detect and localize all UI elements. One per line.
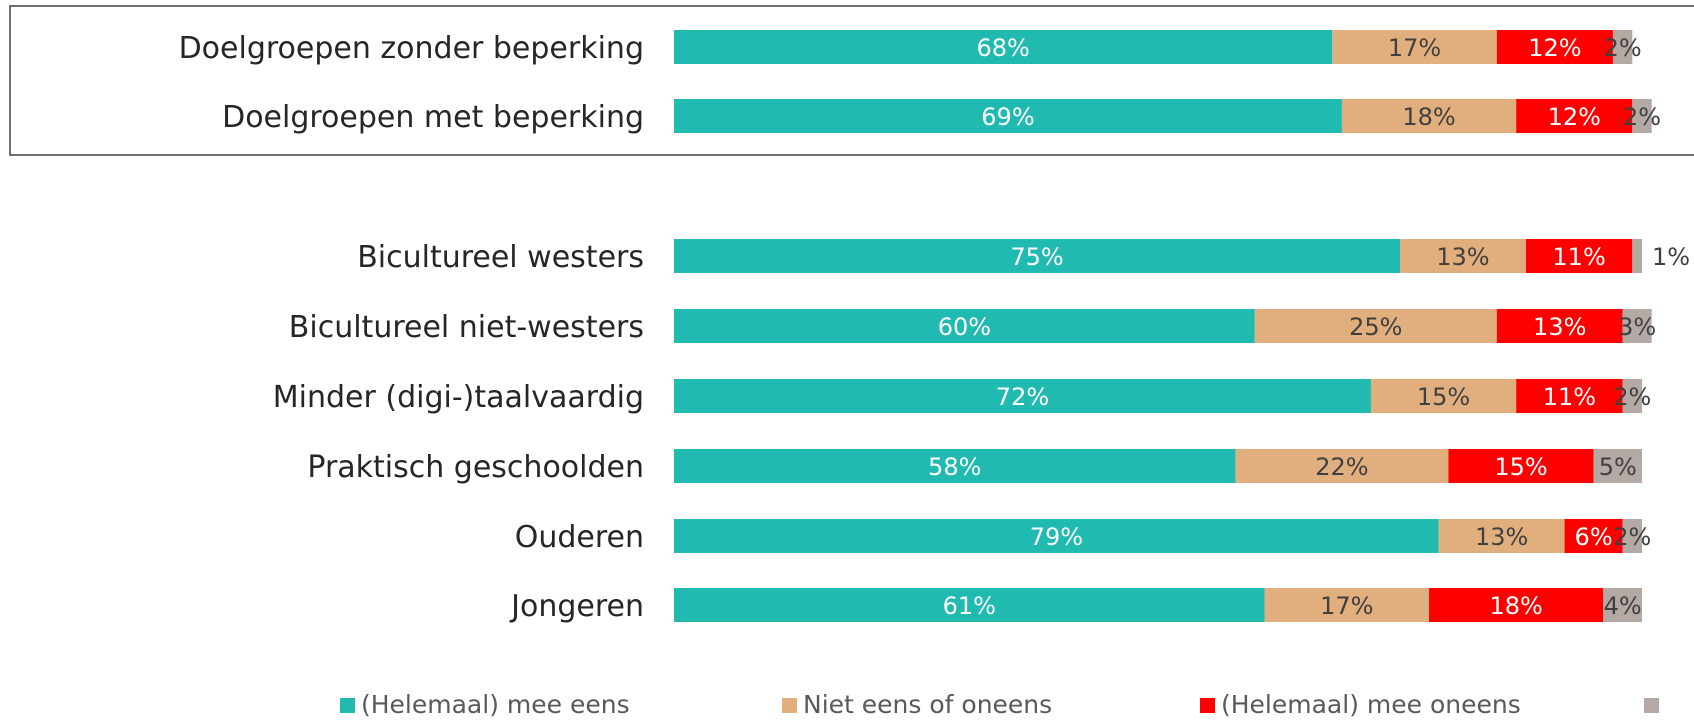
data-label: 2% xyxy=(1613,523,1651,551)
top-group-frame xyxy=(9,5,1694,156)
bar-segment xyxy=(1632,239,1642,273)
data-label: 6% xyxy=(1575,523,1613,551)
bar-segment xyxy=(1400,239,1526,273)
bar-segment xyxy=(1516,99,1633,133)
data-label: 22% xyxy=(1315,453,1368,481)
data-label: 1% xyxy=(1652,243,1690,271)
data-label: 69% xyxy=(981,103,1034,131)
legend-label: Niet eens of oneens xyxy=(803,690,1052,719)
bar-segment xyxy=(1632,99,1652,133)
data-label: 12% xyxy=(1548,103,1601,131)
legend-swatch xyxy=(782,698,797,713)
bar-segment xyxy=(1332,30,1497,64)
bar-segment xyxy=(674,588,1265,622)
data-label: 60% xyxy=(938,313,991,341)
bar-segment xyxy=(1603,588,1642,622)
data-label: 15% xyxy=(1417,383,1470,411)
category-label: Minder (digi-)taalvaardig xyxy=(273,380,644,415)
bar-segment xyxy=(1496,309,1623,343)
category-label: Jongeren xyxy=(509,589,644,624)
data-label: 3% xyxy=(1618,313,1656,341)
data-label: 18% xyxy=(1489,592,1542,620)
data-label: 13% xyxy=(1436,243,1489,271)
data-label: 2% xyxy=(1604,34,1642,62)
category-label: Ouderen xyxy=(515,520,644,555)
data-label: 13% xyxy=(1533,313,1586,341)
data-label: 79% xyxy=(1030,523,1083,551)
bar-segment xyxy=(1448,449,1594,483)
legend-swatch xyxy=(1644,698,1659,713)
data-label: 12% xyxy=(1528,34,1581,62)
bar-segment xyxy=(1622,309,1652,343)
bar-segment xyxy=(1370,379,1517,413)
bar-segment xyxy=(674,30,1333,64)
category-label: Doelgroepen met beperking xyxy=(222,100,644,135)
data-label: 17% xyxy=(1388,34,1441,62)
bar-segment xyxy=(1593,449,1642,483)
bar-segment xyxy=(1525,239,1633,273)
category-label: Praktisch geschoolden xyxy=(307,450,644,485)
data-label: 75% xyxy=(1010,243,1063,271)
bar-segment xyxy=(1429,588,1604,622)
category-label: Bicultureel niet-westers xyxy=(289,310,644,345)
bar-segment xyxy=(674,309,1255,343)
data-label: 11% xyxy=(1552,243,1605,271)
data-label: 4% xyxy=(1604,592,1642,620)
bars-layer xyxy=(674,30,1652,622)
data-label: 68% xyxy=(976,34,1029,62)
data-label: 72% xyxy=(996,383,1049,411)
data-label: 15% xyxy=(1494,453,1547,481)
bar-segment xyxy=(1438,519,1565,553)
data-label: 18% xyxy=(1402,103,1455,131)
labels-layer: Doelgroepen zonder beperking 68% 17% 12% 2% D… xyxy=(179,31,1691,624)
bar-segment xyxy=(674,519,1439,553)
bar-segment xyxy=(1622,519,1642,553)
bar-segment xyxy=(1612,30,1633,64)
data-label: 13% xyxy=(1475,523,1528,551)
bar-segment xyxy=(1564,519,1623,553)
legend-label: (Helemaal) mee oneens xyxy=(1221,690,1521,719)
legend-swatch xyxy=(1200,698,1215,713)
data-label: 25% xyxy=(1349,313,1402,341)
legend: (Helemaal) mee eens Niet eens of oneens (H… xyxy=(340,690,1659,719)
bar-segment xyxy=(1622,379,1642,413)
data-label: 61% xyxy=(943,592,996,620)
bar-segment xyxy=(674,239,1400,273)
category-label: Bicultureel westers xyxy=(357,240,644,275)
data-label: 2% xyxy=(1623,103,1661,131)
bar-segment xyxy=(1264,588,1430,622)
bar-segment xyxy=(1341,99,1517,133)
bar-segment xyxy=(1235,449,1449,483)
data-label: 11% xyxy=(1543,383,1596,411)
bar-segment xyxy=(674,99,1342,133)
bar-segment xyxy=(674,379,1371,413)
data-label: 17% xyxy=(1320,592,1373,620)
bar-segment xyxy=(674,449,1236,483)
data-label: 58% xyxy=(928,453,981,481)
bar-segment xyxy=(1496,30,1613,64)
data-label: 2% xyxy=(1613,383,1651,411)
data-label: 5% xyxy=(1599,453,1637,481)
bar-segment xyxy=(1516,379,1623,413)
legend-swatch xyxy=(340,698,355,713)
bar-segment xyxy=(1254,309,1497,343)
legend-label: (Helemaal) mee eens xyxy=(361,690,630,719)
category-label: Doelgroepen zonder beperking xyxy=(179,31,644,66)
